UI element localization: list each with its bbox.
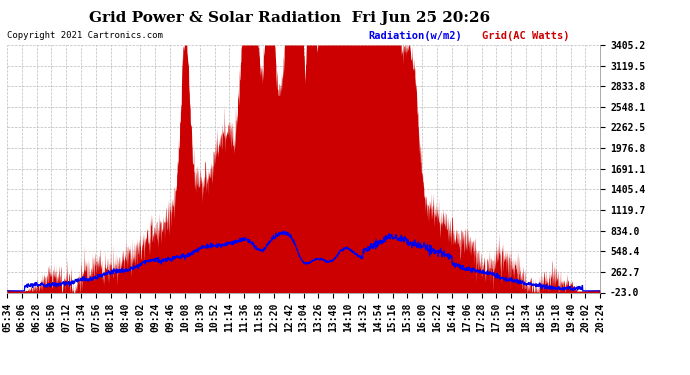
Text: Radiation(w/m2): Radiation(w/m2): [369, 32, 462, 41]
Text: Copyright 2021 Cartronics.com: Copyright 2021 Cartronics.com: [7, 32, 163, 40]
Text: Grid(AC Watts): Grid(AC Watts): [482, 32, 569, 41]
Text: Grid Power & Solar Radiation  Fri Jun 25 20:26: Grid Power & Solar Radiation Fri Jun 25 …: [89, 11, 491, 25]
